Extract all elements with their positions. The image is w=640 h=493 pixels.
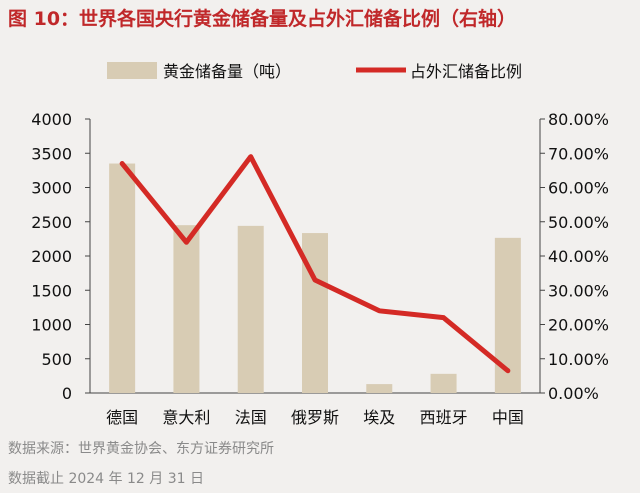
category-label: 俄罗斯 <box>291 408 339 427</box>
category-label: 德国 <box>106 408 138 427</box>
data-source: 数据来源：世界黄金协会、东方证券研究所 <box>8 441 274 457</box>
category-label: 西班牙 <box>420 408 468 427</box>
left-tick-label: 4000 <box>31 110 72 129</box>
left-tick-label: 500 <box>41 350 72 369</box>
data-date-note: 数据截止 2024 年 12 月 31 日 <box>8 471 204 487</box>
line-series <box>119 154 511 374</box>
legend-line-label: 占外汇储备比例 <box>410 62 522 81</box>
left-tick-label: 2000 <box>31 247 72 266</box>
right-tick-label: 0.00% <box>548 384 599 403</box>
category-label: 法国 <box>235 408 267 427</box>
left-tick-label: 2500 <box>31 213 72 232</box>
category-label: 埃及 <box>363 408 395 427</box>
right-tick-label: 10.00% <box>548 350 609 369</box>
bar-德国 <box>109 163 136 393</box>
bar-series <box>109 163 521 393</box>
bar-西班牙 <box>430 373 457 393</box>
bar-中国 <box>494 237 521 393</box>
right-tick-label: 70.00% <box>548 144 609 163</box>
left-tick-label: 0 <box>62 384 72 403</box>
right-tick-label: 40.00% <box>548 247 609 266</box>
left-tick-label: 3500 <box>31 144 72 163</box>
right-tick-label: 20.00% <box>548 316 609 335</box>
category-label: 意大利 <box>162 408 210 427</box>
left-tick-label: 1500 <box>31 281 72 300</box>
legend-bar-label: 黄金储备量（吨） <box>163 62 291 81</box>
legend-bar-swatch <box>107 62 157 79</box>
left-tick-label: 3000 <box>31 179 72 198</box>
bar-意大利 <box>173 225 200 393</box>
combo-chart: 黄金储备量（吨） 占外汇储备比例 0 500 1000 1500 2000 2500 300… <box>31 62 609 427</box>
chart-title: 图 10：世界各国央行黄金储备量及占外汇储备比例（右轴） <box>8 8 517 30</box>
bar-法国 <box>237 225 264 393</box>
right-tick-label: 30.00% <box>548 281 609 300</box>
category-label: 中国 <box>492 408 524 427</box>
category-labels: 德国 意大利 法国 俄罗斯 埃及 西班牙 中国 <box>106 408 524 427</box>
bar-埃及 <box>366 384 393 393</box>
right-axis-ticks: 0.00% 10.00% 20.00% 30.00% 40.00% 50.00% 60.00… <box>540 110 609 403</box>
left-tick-label: 1000 <box>31 316 72 335</box>
right-tick-label: 60.00% <box>548 179 609 198</box>
bar-俄罗斯 <box>302 233 328 393</box>
right-tick-label: 80.00% <box>548 110 609 129</box>
right-tick-label: 50.00% <box>548 213 609 232</box>
left-axis-ticks: 0 500 1000 1500 2000 2500 3000 3500 4000 <box>31 110 90 403</box>
chart-legend: 黄金储备量（吨） 占外汇储备比例 <box>107 62 522 81</box>
